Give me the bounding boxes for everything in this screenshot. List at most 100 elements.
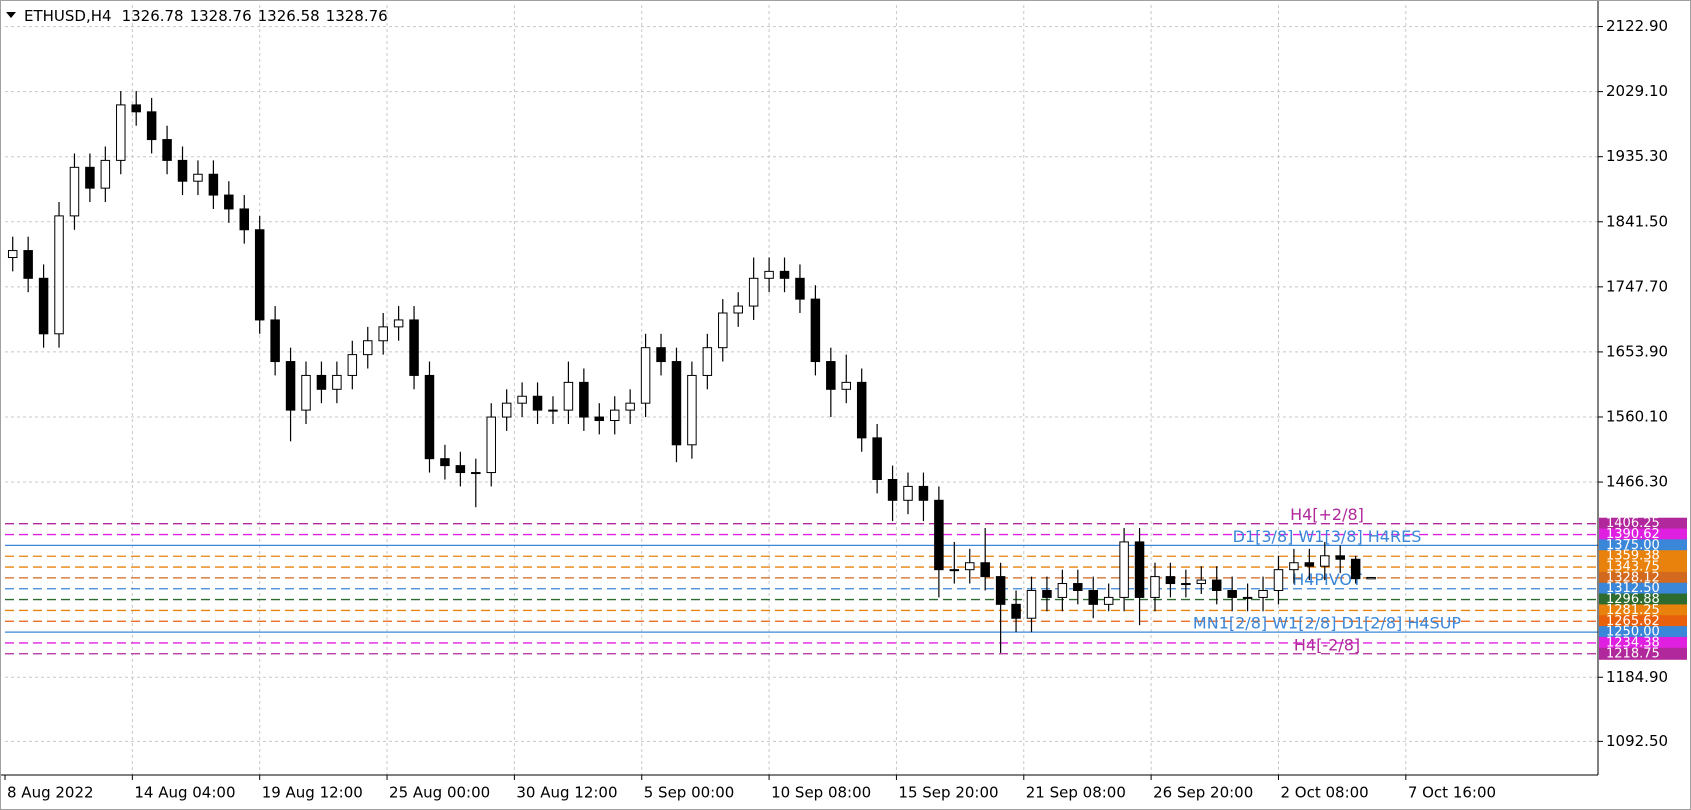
candle-body — [517, 395, 527, 404]
candle-body — [841, 381, 852, 390]
candle-body — [100, 159, 111, 189]
candle-body — [1119, 541, 1129, 598]
candle-body — [548, 409, 558, 412]
candle-body — [671, 361, 682, 446]
level-price-label: 1312.50 — [1606, 581, 1660, 596]
candle-body — [1150, 576, 1160, 598]
candle-body — [625, 402, 635, 411]
candle-body — [54, 215, 64, 335]
x-tick-label: 26 Sep 20:00 — [1153, 784, 1253, 802]
candle-body — [131, 104, 141, 113]
candle-body — [1335, 555, 1345, 560]
candle-body — [1026, 589, 1037, 619]
level-price-box — [1599, 550, 1687, 563]
candle-body — [826, 361, 836, 390]
candle-body — [270, 319, 280, 363]
candle-body — [748, 277, 759, 307]
candle-body — [965, 562, 975, 571]
candle-body — [718, 312, 728, 349]
candle-body — [656, 347, 666, 363]
candle-body — [146, 111, 157, 141]
symbol: ETHUSD,H4 — [24, 7, 112, 25]
last-close: 1328.76 — [326, 7, 388, 25]
candle-body — [640, 347, 651, 404]
x-tick-label: 15 Sep 20:00 — [898, 784, 998, 802]
candle-body — [1350, 558, 1361, 580]
level-name: H4[+2/8] — [1290, 505, 1364, 524]
candle-body — [856, 381, 867, 439]
x-tick-label: 5 Sep 00:00 — [644, 784, 735, 802]
candle-body — [69, 166, 80, 217]
candle-body — [1181, 583, 1191, 586]
candle-body — [609, 409, 620, 422]
candle-body — [1242, 596, 1253, 599]
y-tick-label: 1653.90 — [1606, 342, 1668, 360]
candle-body — [872, 437, 882, 480]
level-name: MN1[2/8] W1[2/8] D1[2/8] H4SUP — [1193, 614, 1461, 633]
candle-body — [1042, 589, 1052, 598]
candle-body — [409, 319, 419, 376]
menu-arrow[interactable] — [6, 12, 16, 18]
candle-body — [363, 340, 373, 356]
candle-body — [995, 576, 1006, 605]
candle-body — [347, 354, 358, 376]
last-high: 1328.76 — [190, 7, 252, 25]
level-price-box — [1599, 636, 1687, 649]
candle-body — [532, 395, 543, 411]
candle-body — [393, 319, 404, 328]
candle-body — [779, 270, 790, 279]
level-price-label: 1218.75 — [1606, 646, 1660, 661]
level-price-label: 1234.38 — [1606, 635, 1660, 650]
candle-body — [594, 416, 605, 422]
candle-body — [764, 270, 774, 279]
candle-body — [332, 374, 342, 390]
last-open: 1326.78 — [122, 7, 184, 25]
candle-body — [224, 194, 234, 210]
candle-body — [980, 562, 990, 578]
y-tick-label: 1935.30 — [1606, 147, 1668, 165]
candle-body — [1088, 589, 1098, 605]
candle-body — [116, 104, 126, 161]
level-price-label: 1265.62 — [1606, 614, 1660, 629]
candle-body — [316, 374, 327, 390]
y-tick-label: 1466.30 — [1606, 473, 1668, 491]
level-price-box — [1599, 593, 1687, 606]
candle-body — [1211, 579, 1222, 591]
candle-body — [1304, 562, 1315, 567]
candle-body — [1057, 583, 1068, 598]
candle-body — [810, 298, 821, 363]
level-price-box — [1599, 528, 1687, 541]
candle-body — [501, 402, 512, 418]
candle-body — [733, 305, 743, 314]
level-price-box — [1599, 582, 1687, 595]
level-name: H4[-2/8] — [1294, 635, 1360, 654]
candle-body — [687, 374, 697, 446]
candle-body — [38, 277, 49, 335]
y-tick-label: 1092.50 — [1606, 732, 1668, 750]
candle-body — [7, 250, 18, 259]
level-price-label: 1359.38 — [1606, 549, 1660, 564]
candle-body — [285, 361, 296, 411]
candle-body — [1320, 555, 1330, 567]
x-tick-label: 10 Sep 08:00 — [771, 784, 871, 802]
candle-body — [903, 485, 913, 501]
level-price-label: 1281.25 — [1606, 603, 1660, 618]
x-tick-label: 25 Aug 00:00 — [389, 784, 490, 802]
candle-body — [208, 173, 219, 196]
header: ETHUSD,H4 1326.78 1328.76 1326.58 1328.76 — [24, 7, 388, 25]
candle-body — [934, 499, 944, 571]
candle-body — [579, 381, 589, 418]
level-price-box — [1599, 539, 1687, 552]
candle-body — [440, 458, 450, 467]
x-tick-label: 7 Oct 16:00 — [1408, 784, 1496, 802]
candle-body — [424, 374, 435, 460]
candle-body — [1165, 576, 1176, 585]
candle-body — [471, 472, 481, 475]
y-tick-label: 1747.70 — [1606, 277, 1668, 295]
candle-body — [1011, 603, 1021, 619]
candle-body — [85, 166, 95, 189]
candle-body — [1366, 576, 1376, 580]
level-price-label: 1390.62 — [1606, 527, 1660, 542]
